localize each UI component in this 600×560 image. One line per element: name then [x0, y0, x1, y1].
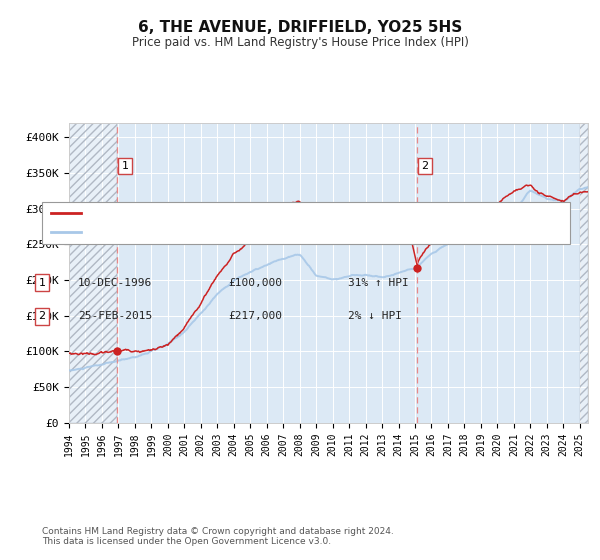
Text: 2: 2: [421, 161, 428, 171]
Bar: [69, 123, 118, 423]
Bar: [69, 123, 118, 423]
Text: 1: 1: [122, 161, 128, 171]
Text: 2: 2: [38, 311, 46, 321]
Text: 31% ↑ HPI: 31% ↑ HPI: [348, 278, 409, 288]
Text: £217,000: £217,000: [228, 311, 282, 321]
Bar: [580, 123, 588, 423]
Bar: [69, 123, 118, 423]
Text: Contains HM Land Registry data © Crown copyright and database right 2024.
This d: Contains HM Land Registry data © Crown c…: [42, 526, 394, 546]
Text: 6, THE AVENUE, DRIFFIELD, YO25 5HS: 6, THE AVENUE, DRIFFIELD, YO25 5HS: [138, 20, 462, 35]
Text: 6, THE AVENUE, DRIFFIELD, YO25 5HS (detached house): 6, THE AVENUE, DRIFFIELD, YO25 5HS (deta…: [87, 208, 379, 218]
Text: 25-FEB-2015: 25-FEB-2015: [78, 311, 152, 321]
Text: £100,000: £100,000: [228, 278, 282, 288]
Text: HPI: Average price, detached house, East Riding of Yorkshire: HPI: Average price, detached house, East…: [87, 227, 403, 237]
Bar: [580, 123, 588, 423]
Text: 10-DEC-1996: 10-DEC-1996: [78, 278, 152, 288]
Text: 2% ↓ HPI: 2% ↓ HPI: [348, 311, 402, 321]
Text: 1: 1: [38, 278, 46, 288]
Text: Price paid vs. HM Land Registry's House Price Index (HPI): Price paid vs. HM Land Registry's House …: [131, 36, 469, 49]
